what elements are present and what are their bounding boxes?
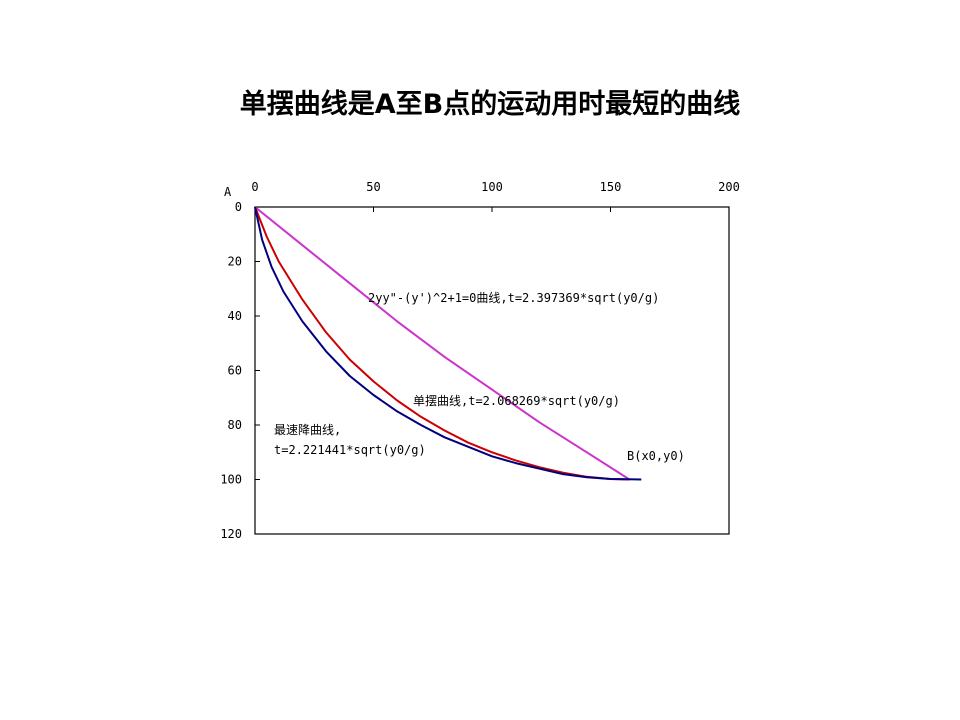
series-label-blue-line1: 最速降曲线, — [274, 423, 341, 437]
y-tick-label: 40 — [228, 309, 242, 323]
x-axis: 0 50 100 150 200 — [251, 180, 740, 212]
page-title: 单摆曲线是A至B点的运动用时最短的曲线 — [239, 89, 741, 120]
y-tick-label: 120 — [220, 527, 242, 541]
plot-area — [254, 206, 730, 535]
x-tick-label: 50 — [366, 180, 380, 194]
point-a-label: A — [224, 185, 232, 199]
series-line-pink — [254, 206, 631, 481]
x-tick-label: 150 — [600, 180, 622, 194]
x-tick-label: 100 — [481, 180, 503, 194]
series-layer — [254, 206, 642, 481]
y-tick-label: 60 — [228, 364, 242, 378]
series-line-red — [254, 206, 630, 481]
x-tick-label: 200 — [718, 180, 740, 194]
y-tick-label: 80 — [228, 418, 242, 432]
point-b-label: B(x0,y0) — [627, 449, 685, 463]
y-tick-label: 20 — [228, 255, 242, 269]
series-label-red: 单摆曲线,t=2.068269*sqrt(y0/g) — [413, 394, 620, 408]
y-tick-label: 100 — [220, 473, 242, 487]
y-tick-label: 0 — [235, 200, 242, 214]
series-label-pink: 2yy"-(y')^2+1=0曲线,t=2.397369*sqrt(y0/g) — [368, 291, 659, 305]
x-tick-label: 0 — [251, 180, 258, 194]
series-line-blue — [254, 206, 642, 481]
y-axis: 0 20 40 60 80 100 120 — [220, 200, 260, 541]
series-label-blue-line2: t=2.221441*sqrt(y0/g) — [274, 443, 426, 457]
